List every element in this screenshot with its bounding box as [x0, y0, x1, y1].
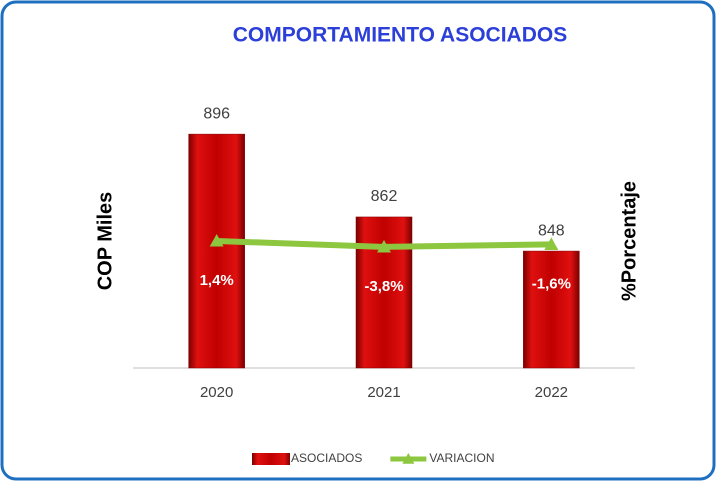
data-label: 896 — [203, 105, 230, 122]
data-label: 862 — [371, 188, 398, 205]
data-label: 1,4% — [200, 272, 234, 289]
x-tick-label: 2020 — [200, 384, 233, 401]
y-axis-label: COP Miles — [94, 192, 116, 291]
legend-label: VARIACION — [429, 451, 494, 465]
y2-axis-label: %Porcentaje — [618, 181, 640, 301]
x-tick-label: 2022 — [535, 384, 568, 401]
line-marker — [209, 233, 224, 247]
bar — [188, 133, 245, 369]
data-label: -1,6% — [532, 275, 571, 292]
line-marker — [377, 239, 391, 253]
chart-title: COMPORTAMIENTO ASOCIADOS — [233, 24, 567, 47]
bar — [523, 250, 580, 369]
data-label: 848 — [538, 222, 565, 239]
legend-swatch — [252, 453, 290, 465]
legend-marker — [402, 453, 415, 464]
x-tick-label: 2021 — [367, 384, 400, 401]
legend-label: ASOCIADOS — [291, 451, 362, 465]
data-label: -3,8% — [364, 278, 403, 295]
line-marker — [544, 237, 559, 250]
